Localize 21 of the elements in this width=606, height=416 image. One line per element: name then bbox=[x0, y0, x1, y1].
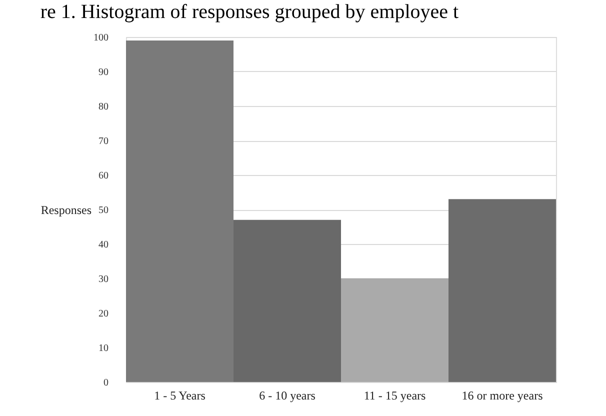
x-tick-label: 16 or more years bbox=[462, 388, 544, 402]
y-tick-label: 10 bbox=[98, 343, 108, 354]
chart-title: re 1. Histogram of responses grouped by employee t bbox=[40, 1, 460, 23]
bar bbox=[341, 278, 448, 382]
y-tick-label: 30 bbox=[98, 274, 108, 285]
bar bbox=[126, 40, 234, 382]
bar bbox=[448, 199, 556, 382]
y-tick-label: 60 bbox=[98, 170, 108, 182]
y-axis-title: Responses bbox=[40, 203, 92, 217]
x-tick-label: 1 - 5 Years bbox=[154, 388, 206, 402]
y-tick-label: 50 bbox=[98, 205, 108, 216]
x-tick-label: 6 - 10 years bbox=[259, 388, 316, 402]
y-tick-label: 20 bbox=[98, 308, 108, 320]
y-tick-label: 100 bbox=[94, 32, 108, 44]
y-tick-label: 40 bbox=[98, 240, 108, 250]
y-tick-label: 0 bbox=[104, 378, 108, 388]
bar bbox=[234, 220, 341, 382]
y-tick-label: 90 bbox=[98, 67, 108, 78]
y-tick-label: 70 bbox=[98, 136, 108, 147]
y-tick-label: 80 bbox=[98, 102, 108, 112]
x-tick-label: 11 - 15 years bbox=[364, 388, 426, 402]
